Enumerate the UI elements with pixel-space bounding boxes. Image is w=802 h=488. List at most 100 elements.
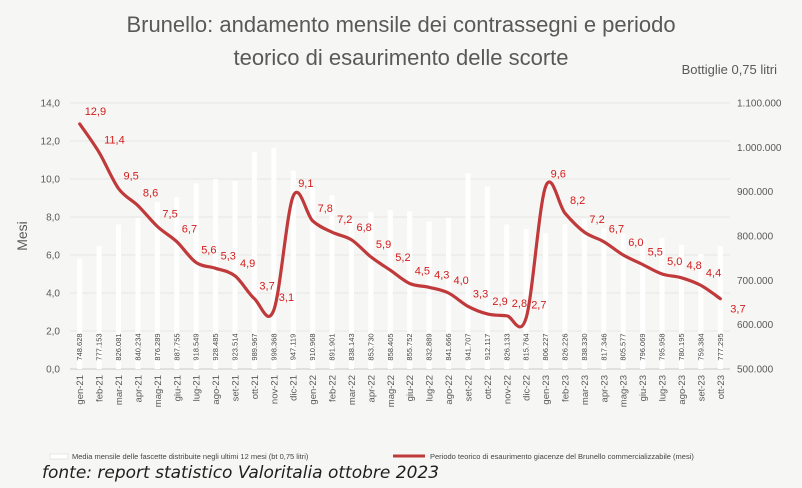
y-axis-label: Mesi xyxy=(14,221,30,251)
x-axis-ticks: gen-21 feb-21 mar-21 apr-21 mag-21 giu-21 lug-… xyxy=(75,375,727,407)
line-value-label: 5,0 xyxy=(667,256,682,268)
line-value-label: 4,8 xyxy=(687,260,702,272)
left-tick-label: 10,0 xyxy=(41,175,61,186)
bar xyxy=(581,219,587,369)
bar xyxy=(271,148,277,369)
bar-value-label: 998.368 xyxy=(269,333,278,360)
x-tick-label: feb-22 xyxy=(328,375,339,402)
bar xyxy=(251,151,257,369)
bar-value-label: 947.119 xyxy=(289,334,298,361)
left-tick-label: 0,0 xyxy=(46,365,60,376)
x-tick-label: set-22 xyxy=(463,375,474,401)
bar xyxy=(348,219,354,369)
bar-value-label: 853.730 xyxy=(366,333,375,360)
chart-title-line-2: teorico di esaurimento delle scorte xyxy=(233,45,568,70)
line-value-label: 5,6 xyxy=(201,245,216,257)
gridlines xyxy=(70,102,730,370)
left-tick-label: 14,0 xyxy=(41,99,61,110)
bar xyxy=(96,246,102,369)
line-value-label: 6,8 xyxy=(357,222,372,234)
x-tick-label: ott-21 xyxy=(250,375,261,399)
bar xyxy=(193,183,199,369)
chart-title-line-1: Brunello: andamento mensile dei contrass… xyxy=(126,12,675,37)
left-tick-label: 12,0 xyxy=(41,137,61,148)
bar-value-label: 806.227 xyxy=(541,333,550,360)
line-series xyxy=(78,122,722,329)
bar-value-label: 805.577 xyxy=(619,333,628,360)
x-tick-label: dic-22 xyxy=(522,375,533,401)
line-value-label: 2,8 xyxy=(512,298,527,310)
right-tick-label: 500.000 xyxy=(737,365,774,376)
line-value-label: 6,7 xyxy=(609,224,624,236)
bar xyxy=(640,237,646,369)
x-tick-label: set-21 xyxy=(231,375,242,401)
x-tick-label: ago-21 xyxy=(211,375,222,405)
chart-subtitle: Bottiglie 0,75 litri xyxy=(682,62,777,77)
bar-value-label: 912.117 xyxy=(483,334,492,361)
x-tick-label: mar-23 xyxy=(580,375,591,405)
right-tick-label: 900.000 xyxy=(737,187,774,198)
x-tick-label: lug-23 xyxy=(658,375,669,401)
bar xyxy=(426,221,432,369)
left-tick-label: 8,0 xyxy=(46,213,60,224)
bar-value-label: 838.330 xyxy=(580,333,589,360)
right-tick-label: 1.100.000 xyxy=(737,99,782,110)
legend-line-label: Periodo teorico di esaurimento giacenze … xyxy=(430,452,694,461)
bar xyxy=(154,202,160,369)
left-tick-label: 4,0 xyxy=(46,289,60,300)
bar-value-label: 989.967 xyxy=(250,333,259,360)
bar xyxy=(562,224,568,369)
bar-value-label: 923.514 xyxy=(231,333,240,360)
bar-value-label: 796.069 xyxy=(638,333,647,360)
bar-value-label: 759.384 xyxy=(696,333,705,360)
bar xyxy=(523,229,529,369)
x-tick-label: lug-22 xyxy=(425,375,436,401)
bar xyxy=(77,258,83,369)
bar xyxy=(698,254,704,369)
x-tick-label: ott-23 xyxy=(716,375,727,399)
bar-series xyxy=(77,148,723,369)
bar-value-label: 887.755 xyxy=(172,333,181,360)
line-value-label: 4,3 xyxy=(434,269,449,281)
legend-bar-swatch xyxy=(49,453,69,460)
x-tick-label: nov-21 xyxy=(269,375,280,404)
bar-value-label: 780.195 xyxy=(677,333,686,360)
bar xyxy=(543,233,549,369)
bar-value-label: 817.346 xyxy=(599,333,608,360)
bar xyxy=(387,210,393,369)
line-value-label: 5,2 xyxy=(395,252,410,264)
line-value-label: 4,0 xyxy=(454,275,469,287)
x-tick-label: gen-21 xyxy=(75,375,86,405)
line-value-label: 2,7 xyxy=(531,300,546,312)
line-value-label: 9,1 xyxy=(298,178,313,190)
bar-value-label: 840.234 xyxy=(133,333,142,360)
source-note: fonte: report statistico Valoritalia ott… xyxy=(42,463,440,483)
line-value-label: 4,5 xyxy=(415,266,430,278)
x-tick-label: giu-21 xyxy=(172,375,183,401)
line-value-label: 5,3 xyxy=(221,250,236,262)
line-value-label: 7,5 xyxy=(162,209,177,221)
bar-value-label: 777.153 xyxy=(95,333,104,360)
bar xyxy=(368,212,374,369)
x-tick-label: dic-21 xyxy=(289,375,300,401)
line-value-label: 6,0 xyxy=(628,237,643,249)
x-tick-label: giu-23 xyxy=(638,375,649,401)
x-tick-label: ago-22 xyxy=(444,375,455,405)
line-value-label: 7,8 xyxy=(318,203,333,215)
bar xyxy=(504,224,510,369)
bar-value-label: 826.226 xyxy=(561,333,570,360)
bar xyxy=(465,173,471,369)
line-value-label: 2,9 xyxy=(492,296,507,308)
bar xyxy=(717,246,723,369)
bar-value-label: 910.968 xyxy=(308,333,317,360)
bar-value-label: 832.889 xyxy=(425,333,434,360)
bar xyxy=(116,224,122,369)
x-tick-label: ott-22 xyxy=(483,375,494,399)
left-tick-label: 6,0 xyxy=(46,251,60,262)
x-tick-label: apr-21 xyxy=(133,375,144,402)
bar xyxy=(213,179,219,369)
bar-value-label: 838.143 xyxy=(347,333,356,360)
right-tick-label: 1.000.000 xyxy=(737,143,782,154)
line-value-label: 5,9 xyxy=(376,239,391,251)
bar-value-label: 876.289 xyxy=(153,333,162,360)
